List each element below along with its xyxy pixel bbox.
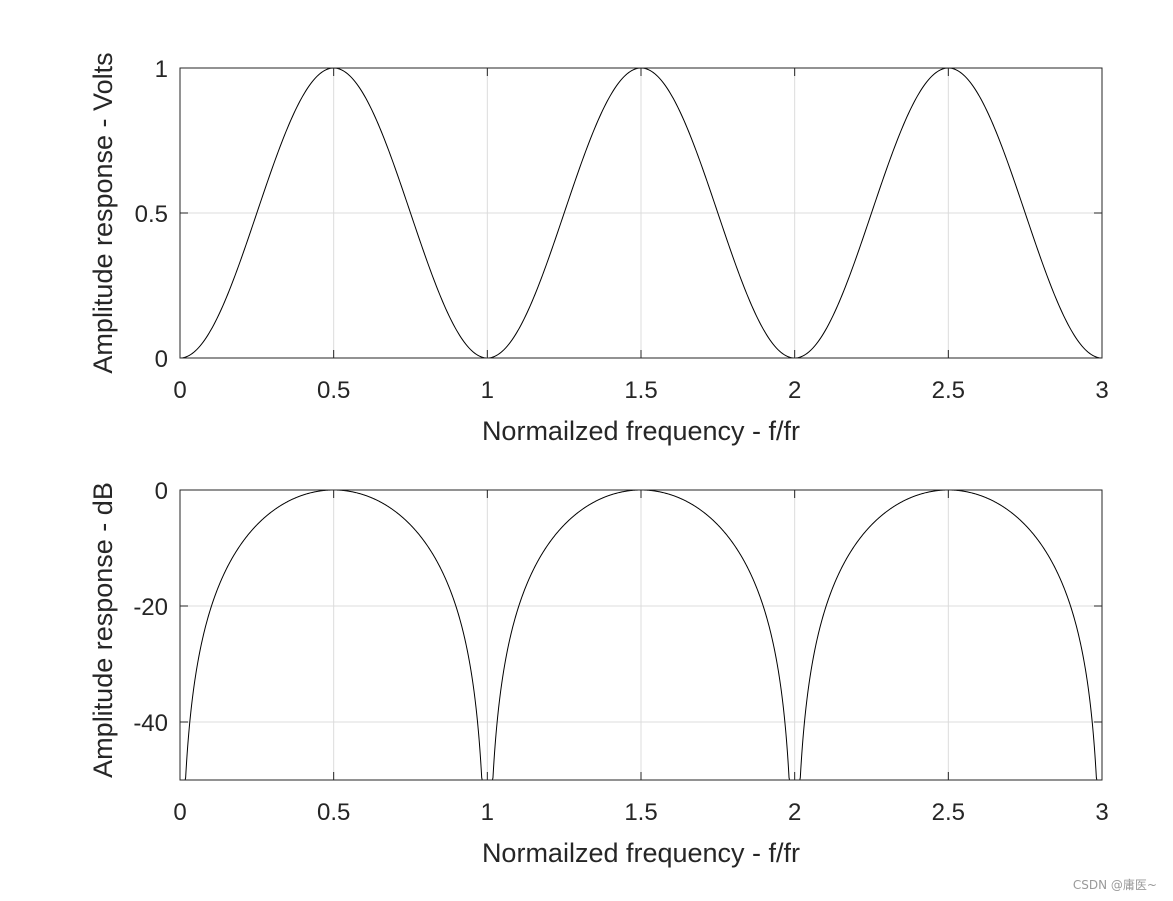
x-tick-label: 1.5 [624,799,657,826]
x-tick-label: 1 [481,377,494,404]
y-axis-label: Amplitude response - Volts [88,52,118,373]
x-axis-label: Normailzed frequency - f/fr [482,838,800,868]
x-tick-label: 2 [788,799,801,826]
x-tick-label: 0 [173,799,186,826]
x-tick-label: 0 [173,377,186,404]
y-tick-label: -20 [133,594,168,621]
x-tick-label: 1.5 [624,377,657,404]
y-tick-label: 1 [155,56,168,83]
y-tick-label: 0 [155,478,168,505]
y-tick-label: 0 [155,346,168,373]
x-tick-label: 1 [481,799,494,826]
x-tick-label: 3 [1095,377,1108,404]
y-tick-label: 0.5 [135,201,168,228]
subplot-2: 0 0.5 1 1.5 2 2.5 3 -40 -20 0 Normailzed frequency… [88,478,1109,868]
x-tick-label: 0.5 [317,799,350,826]
x-tick-label: 0.5 [317,377,350,404]
y-axis-label: Amplitude response - dB [88,482,118,778]
x-axis-label: Normailzed frequency - f/fr [482,416,800,446]
x-tick-label: 3 [1095,799,1108,826]
x-tick-label: 2.5 [932,799,965,826]
x-tick-label: 2.5 [932,377,965,404]
subplot-1: 0 0.5 1 1.5 2 2.5 3 0 0.5 1 Normailzed frequency -… [88,52,1109,446]
watermark: CSDN @庸医~ [1072,878,1157,892]
x-tick-label: 2 [788,377,801,404]
y-tick-label: -40 [133,710,168,737]
